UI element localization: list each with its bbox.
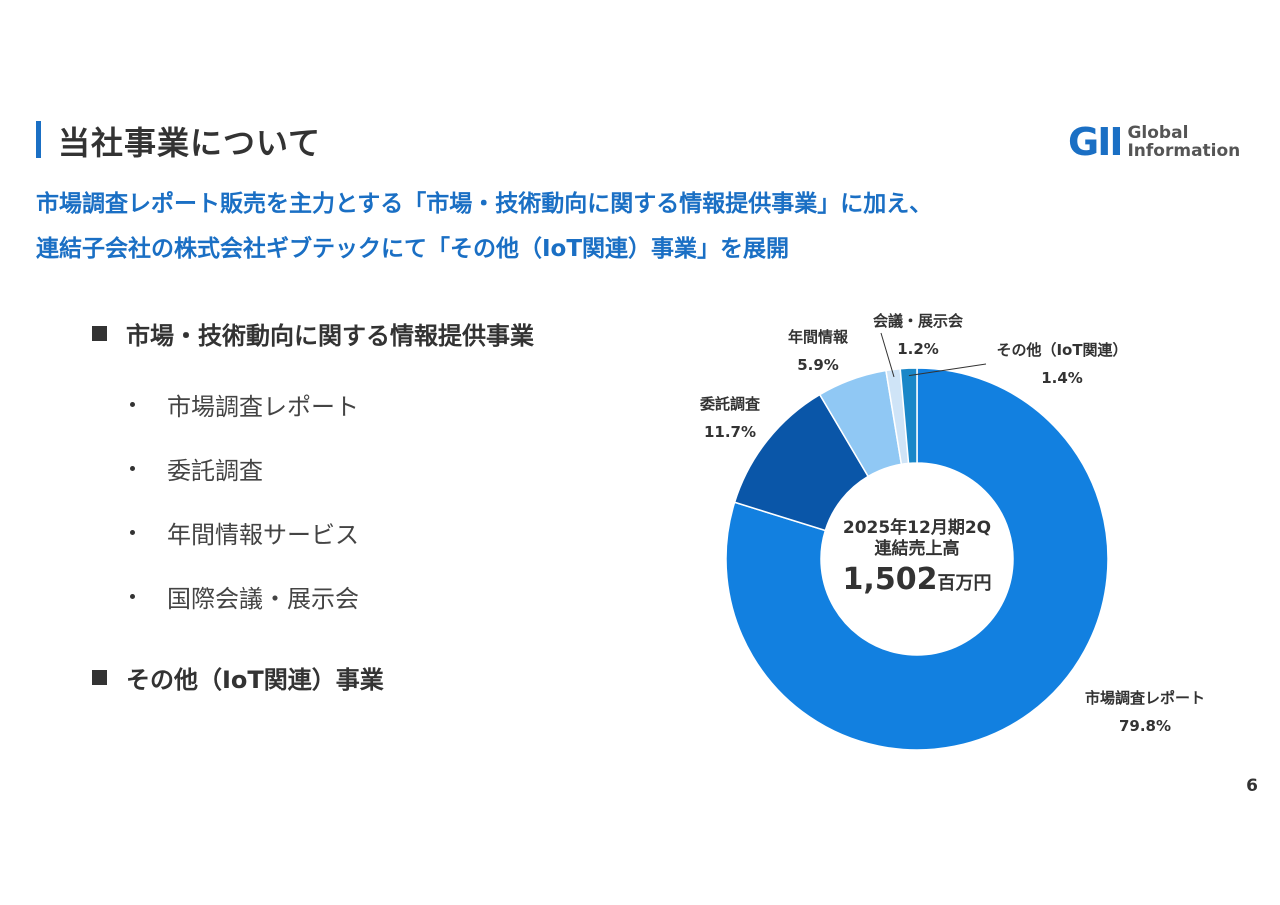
list-item-label: 市場調査レポート xyxy=(167,393,359,421)
slice-label-annual-info: 年間情報 5.9% xyxy=(768,323,868,379)
slice-value-text: 5.9% xyxy=(797,356,839,374)
list-item: 年間情報サービス xyxy=(130,515,359,550)
slice-value-text: 11.7% xyxy=(703,423,757,441)
section-heading-info-services: 市場・技術動向に関する情報提供事業 xyxy=(92,316,534,351)
list-item: 国際会議・展示会 xyxy=(130,579,359,614)
logo-text: Global Information xyxy=(1127,124,1240,160)
slice-label-iot: その他（IoT関連） 1.4% xyxy=(982,336,1142,392)
slice-label-text: 会議・展示会 xyxy=(872,312,963,330)
section-heading-label: その他（IoT関連）事業 xyxy=(126,666,384,694)
list-item-label: 国際会議・展示会 xyxy=(167,585,359,613)
slice-value-text: 1.2% xyxy=(897,340,939,358)
slice-label-text: 委託調査 xyxy=(699,395,760,413)
logo-mark: GII xyxy=(1068,120,1123,164)
title-accent-bar xyxy=(36,121,41,158)
center-value: 1,502 xyxy=(842,562,938,597)
list-item-label: 年間情報サービス xyxy=(167,521,359,549)
donut-slice xyxy=(725,367,1109,751)
donut-center-summary: 2025年12月期2Q 連結売上高 1,502百万円 xyxy=(817,518,1017,604)
donut-slice xyxy=(899,367,918,465)
list-item: 市場調査レポート xyxy=(130,387,359,422)
slice-label-text: 市場調査レポート xyxy=(1084,689,1205,707)
slice-label-market-report: 市場調査レポート 79.8% xyxy=(1060,684,1230,740)
square-bullet-icon xyxy=(92,670,107,685)
bullet-dot-icon xyxy=(130,466,135,471)
leader-line xyxy=(880,332,895,378)
section-heading-iot: その他（IoT関連）事業 xyxy=(92,660,384,695)
lead-text-line2: 連結子会社の株式会社ギブテックにて「その他（IoT関連）事業」を展開 xyxy=(36,236,790,262)
list-item: 委託調査 xyxy=(130,451,263,486)
donut-slices xyxy=(725,367,1109,751)
slice-value-text: 79.8% xyxy=(1118,717,1172,735)
page-number: 6 xyxy=(1246,776,1258,796)
section-heading-label: 市場・技術動向に関する情報提供事業 xyxy=(126,322,534,350)
slice-label-text: 年間情報 xyxy=(787,328,848,346)
center-metric: 連結売上高 xyxy=(874,539,960,559)
center-period: 2025年12月期2Q xyxy=(842,518,992,538)
company-logo: GII Global Information xyxy=(1068,122,1240,162)
slice-label-conference: 会議・展示会 1.2% xyxy=(858,307,978,363)
lead-text-line1: 市場調査レポート販売を主力とする「市場・技術動向に関する情報提供事業」に加え、 xyxy=(36,191,933,217)
center-value-row: 1,502百万円 xyxy=(817,560,1017,604)
logo-text-line2: Information xyxy=(1127,141,1241,161)
bullet-dot-icon xyxy=(130,530,135,535)
slice-label-text: その他（IoT関連） xyxy=(996,341,1128,359)
square-bullet-icon xyxy=(92,326,107,341)
logo-text-line1: Global xyxy=(1127,123,1189,143)
center-unit: 百万円 xyxy=(937,573,992,594)
leader-lines xyxy=(880,332,987,378)
bullet-dot-icon xyxy=(130,402,135,407)
leader-line xyxy=(908,363,987,377)
list-item-label: 委託調査 xyxy=(167,457,263,485)
slice-value-text: 1.4% xyxy=(1041,369,1083,387)
slice-label-consulting: 委託調査 11.7% xyxy=(680,390,780,446)
page-title: 当社事業について xyxy=(58,124,322,162)
bullet-dot-icon xyxy=(130,594,135,599)
